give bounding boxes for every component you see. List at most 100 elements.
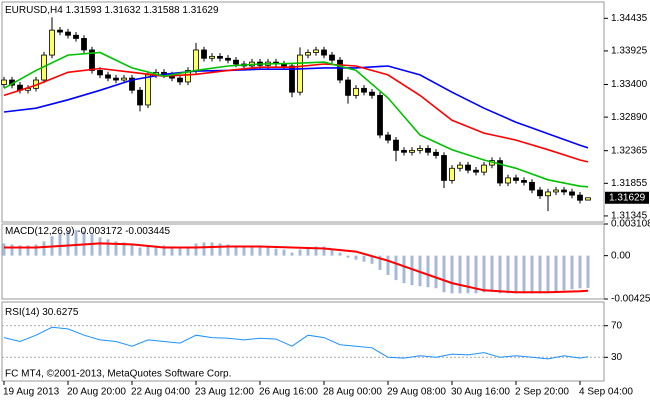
candle-body	[57, 29, 63, 33]
last-high: 1.31632	[105, 5, 142, 16]
macd-bar	[322, 246, 326, 256]
candle-body	[289, 65, 295, 93]
candle-body	[225, 57, 231, 61]
candle-body	[417, 148, 423, 151]
macd-bar	[186, 246, 190, 256]
candle-body	[553, 189, 559, 193]
x-tick-label: 2 Sep 20:00	[515, 387, 569, 398]
candle-body	[561, 189, 567, 193]
candle-body	[393, 139, 399, 151]
signal-line	[4, 242, 589, 294]
last-low: 1.31588	[143, 5, 180, 16]
macd-bar	[34, 244, 38, 256]
macd-bar	[202, 242, 206, 256]
candle-body	[177, 77, 183, 83]
y-tick-label: 1.31345	[611, 211, 648, 222]
macd-bar	[346, 255, 350, 258]
rsi-last: 30.6275	[42, 307, 79, 318]
macd-bar	[482, 255, 486, 293]
macd-bar	[154, 245, 158, 256]
candle-body	[337, 59, 343, 81]
macd-bar	[362, 255, 366, 262]
candle-body	[137, 89, 143, 106]
candle-body	[49, 29, 55, 56]
macd-bar	[114, 241, 118, 256]
y-tick-label: -0.004258	[611, 294, 650, 305]
candle-body	[545, 191, 551, 197]
x-tick-label: 22 Aug 04:00	[131, 387, 190, 398]
macd-bar	[250, 246, 254, 256]
macd-bar	[546, 255, 550, 293]
candle-body	[449, 167, 455, 181]
current-price: 1.31629	[609, 192, 646, 203]
rsi-title: RSI(14)	[5, 307, 39, 318]
y-tick-label: 1.32365	[611, 145, 648, 156]
candle-body	[481, 164, 487, 173]
candle-body	[577, 194, 583, 201]
copyright: FC MT4, ©2001-2013, MetaQuotes Software …	[5, 369, 231, 380]
macd-bar	[562, 255, 566, 291]
candle-body	[145, 74, 151, 106]
candle-body	[497, 160, 503, 184]
macd-bar	[570, 255, 574, 290]
panel-frame	[1, 223, 605, 300]
macd-bar	[242, 246, 246, 256]
macd-bar	[218, 243, 222, 256]
macd-bar	[178, 247, 182, 256]
candle-body	[321, 49, 327, 56]
panel-frame	[1, 1, 605, 223]
x-tick-label: 20 Aug 20:00	[67, 387, 126, 398]
macd-bar	[130, 244, 134, 256]
signal-last: -0.003445	[125, 226, 170, 237]
y-tick-label: 1.32890	[611, 112, 648, 123]
macd-bar	[194, 243, 198, 256]
y-tick-label: 0.003108	[611, 219, 650, 230]
candle-body	[209, 55, 215, 59]
candle-body	[65, 31, 71, 36]
candle-body	[73, 34, 79, 39]
candle-body	[505, 177, 511, 184]
candle-body	[425, 148, 431, 153]
macd-bar	[578, 255, 582, 289]
macd-bar	[290, 252, 294, 256]
x-tick-label: 4 Sep 04:00	[579, 387, 633, 398]
macd-bar	[402, 255, 406, 284]
candle-body	[465, 164, 471, 171]
macd-bar	[450, 255, 454, 294]
macd-bar	[18, 245, 22, 256]
macd-bar	[122, 242, 126, 256]
macd-bar	[66, 231, 70, 256]
x-tick-label: 26 Aug 16:00	[259, 387, 318, 398]
candle-body	[433, 151, 439, 156]
macd-bar	[458, 255, 462, 294]
macd-bar	[474, 255, 478, 294]
main-header: EURUSD,H4 1.31593 1.31632 1.31588 1.3162…	[5, 5, 219, 16]
candle-body	[369, 91, 375, 96]
candle-body	[457, 164, 463, 169]
macd-bar	[522, 255, 526, 294]
macd-bar	[538, 255, 542, 294]
macd-bar	[58, 233, 62, 256]
moving-average	[3, 63, 589, 163]
x-tick-label: 23 Aug 12:00	[195, 387, 254, 398]
macd-bar	[314, 246, 318, 256]
macd-bar	[586, 255, 590, 288]
macd-bar	[506, 255, 510, 294]
macd-title: MACD(12,26,9)	[5, 226, 74, 237]
macd-bar	[386, 255, 390, 275]
macd-bar	[466, 255, 470, 294]
candle-body	[201, 49, 207, 59]
y-tick-label: 1.34435	[611, 13, 648, 24]
rsi-header: RSI(14) 30.6275	[5, 307, 79, 318]
rsi-line	[3, 326, 589, 360]
y-tick-label: 1.33925	[611, 46, 648, 57]
candle-body	[521, 180, 527, 183]
macd-bar	[354, 255, 358, 260]
price-box	[605, 191, 649, 204]
y-tick-label: 1.31855	[611, 178, 648, 189]
y-tick-label: 30	[611, 352, 623, 363]
candle-body	[97, 70, 103, 76]
macd-bar	[514, 255, 518, 294]
